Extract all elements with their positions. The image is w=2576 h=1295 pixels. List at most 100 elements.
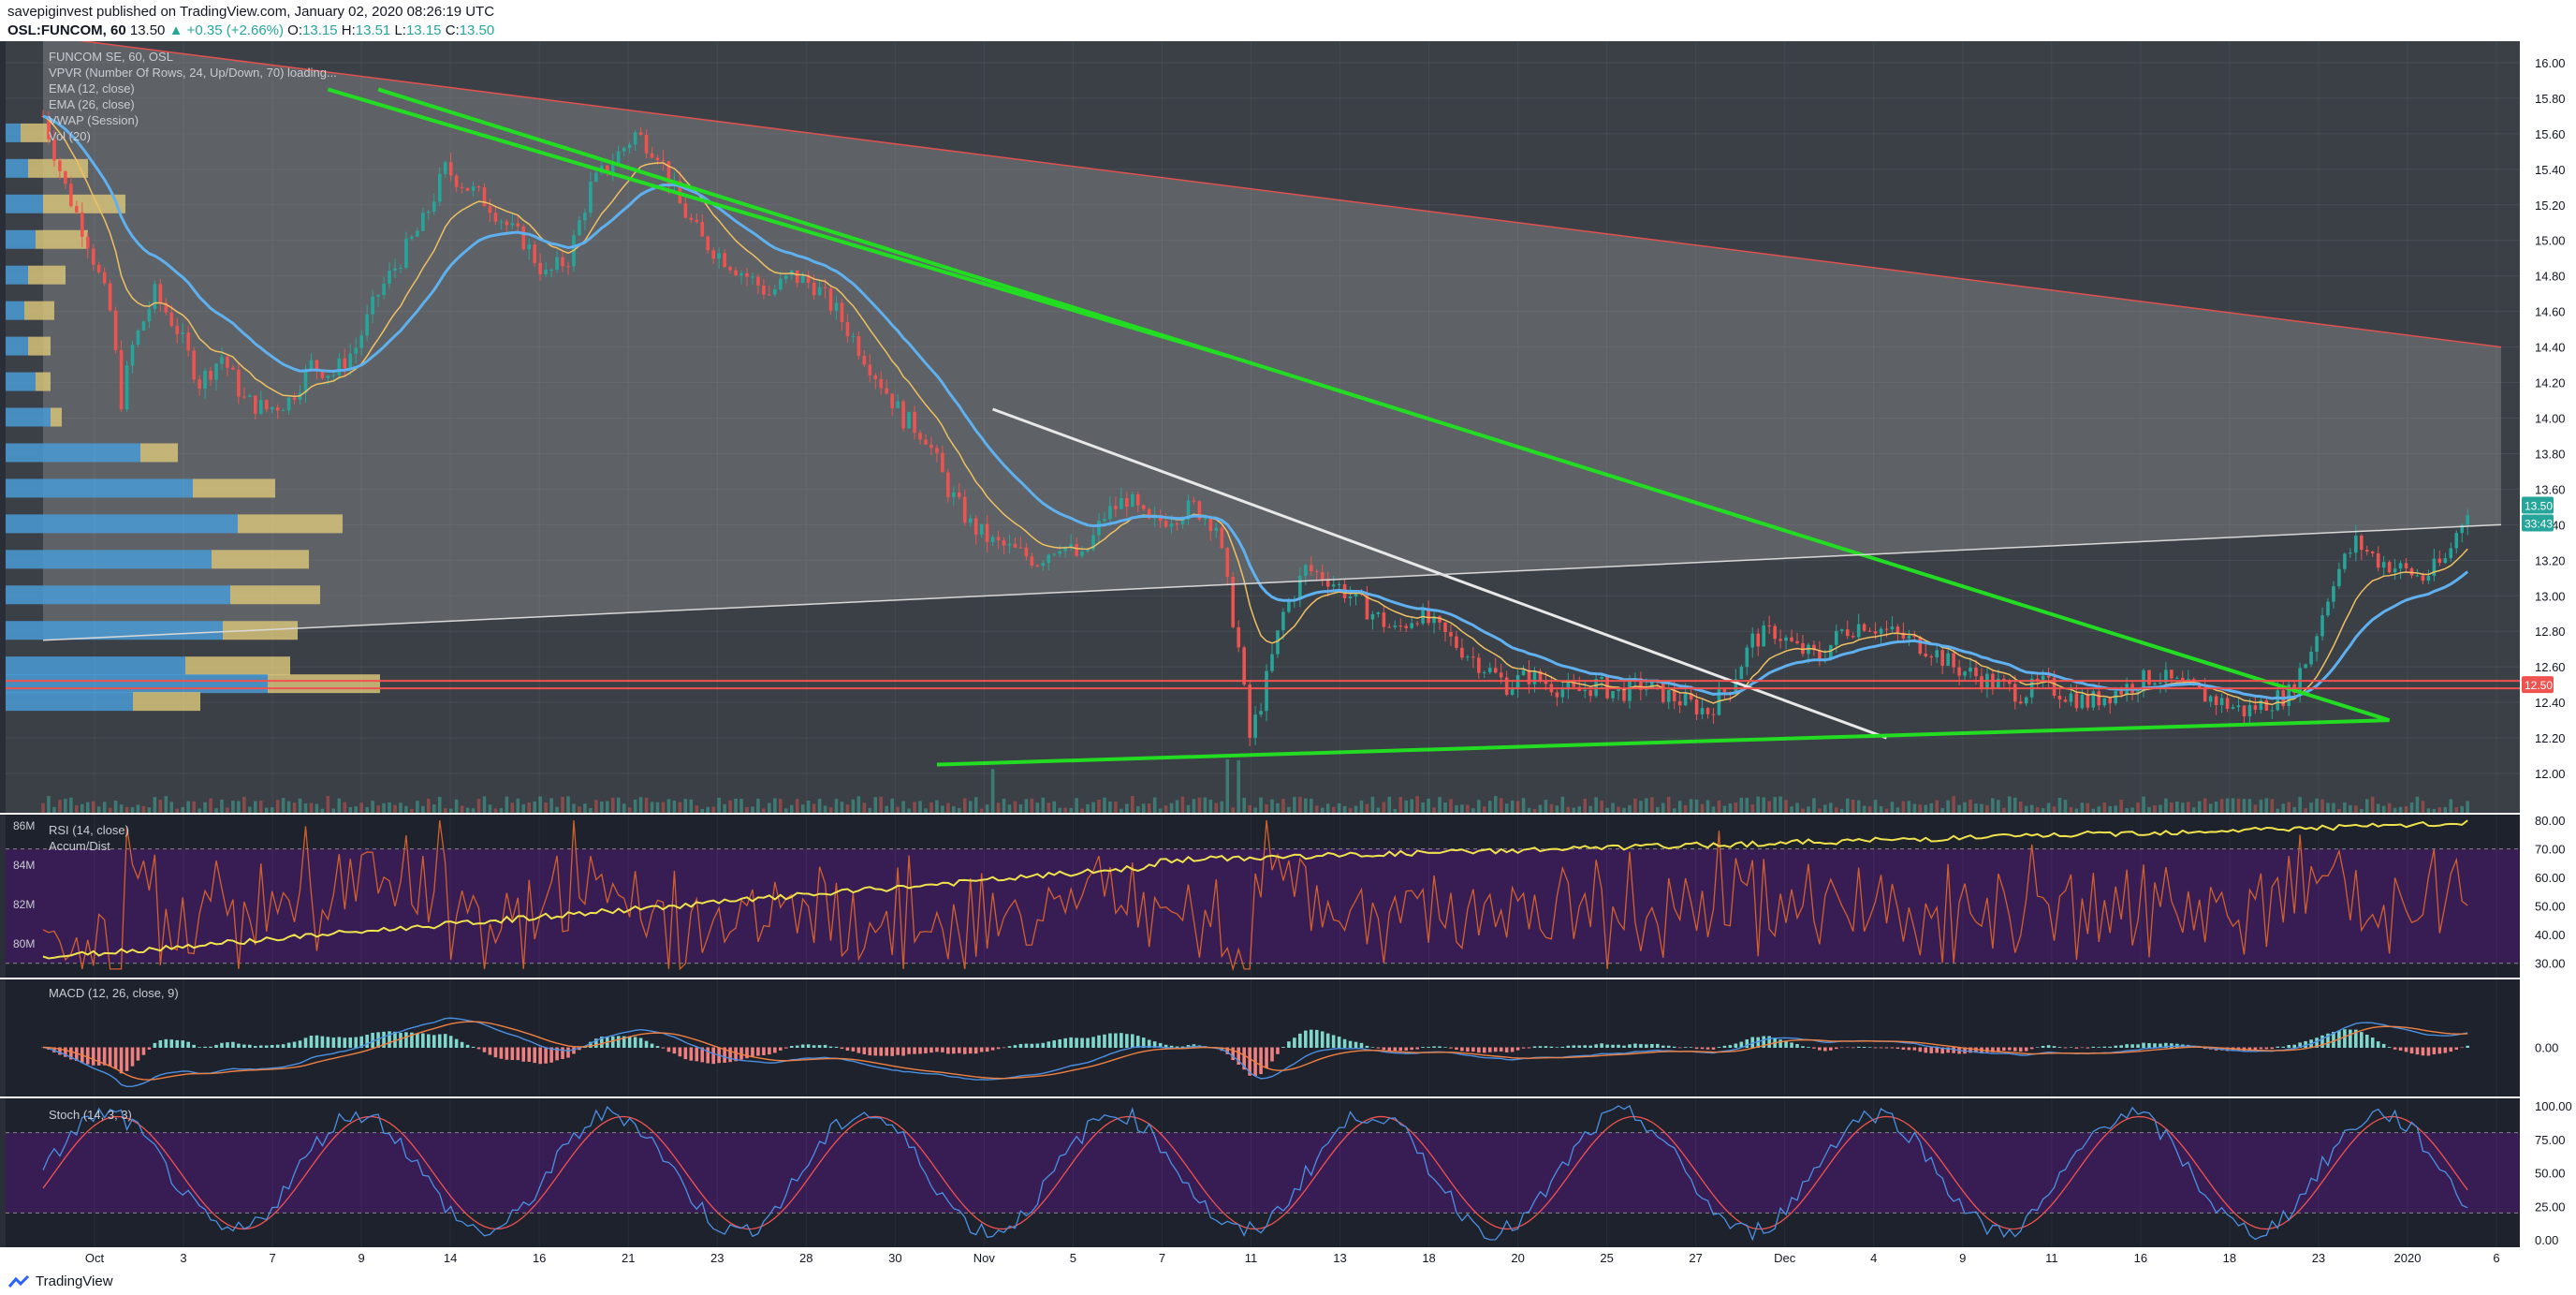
macd-hist-bar bbox=[1639, 1044, 1643, 1048]
candle-body bbox=[1795, 640, 1799, 643]
macd-hist-bar bbox=[1532, 1046, 1537, 1048]
volume-bar bbox=[907, 808, 911, 813]
candle-body bbox=[1689, 693, 1693, 699]
candle-body bbox=[315, 360, 319, 371]
volume-bar bbox=[1058, 807, 1061, 813]
macd-hist-bar bbox=[1325, 1033, 1330, 1048]
candle-body bbox=[158, 284, 163, 303]
legend-ema26[interactable]: EMA (26, close) bbox=[49, 97, 135, 111]
volume-bar bbox=[493, 808, 498, 813]
volume-bar bbox=[2024, 805, 2028, 813]
macd-hist-bar bbox=[2409, 1047, 2414, 1054]
candle-body bbox=[382, 283, 386, 296]
candle-body bbox=[124, 365, 129, 410]
macd-hist-bar bbox=[337, 1037, 342, 1048]
legend-rsi[interactable]: RSI (14, close) bbox=[49, 823, 129, 837]
tradingview-brand[interactable]: TradingView bbox=[7, 1273, 113, 1289]
time-tick-label: 6 bbox=[2493, 1251, 2499, 1265]
candle-body bbox=[220, 357, 224, 364]
volume-bar bbox=[2069, 806, 2073, 813]
price-axis-bg bbox=[2520, 41, 2576, 1269]
volume-bar bbox=[147, 807, 152, 813]
macd-hist-bar bbox=[1622, 1045, 1626, 1048]
volume-bar bbox=[270, 807, 274, 813]
volume-bar bbox=[901, 801, 905, 813]
candle-body bbox=[2164, 670, 2168, 684]
macd-hist-bar bbox=[1398, 1047, 1403, 1052]
macd-hist-bar bbox=[901, 1047, 905, 1056]
volume-bar bbox=[482, 796, 487, 813]
volume-bar bbox=[2164, 798, 2168, 813]
chart-canvas[interactable]: 16.00 15.80 15.60 15.40 15.20 15.00 14.80 14.60… bbox=[0, 41, 2576, 1269]
candle-body bbox=[1018, 547, 1023, 549]
volume-bar bbox=[856, 796, 861, 813]
candle-body bbox=[638, 132, 643, 135]
volume-bar bbox=[1443, 802, 1447, 813]
candle-body bbox=[1443, 622, 1447, 633]
volume-bar bbox=[734, 798, 738, 813]
volume-bar bbox=[1483, 806, 1486, 813]
candle-body bbox=[2214, 696, 2218, 706]
legend-vpvr[interactable]: VPVR (Number Of Rows, 24, Up/Down, 70) l… bbox=[49, 66, 337, 80]
candle-body bbox=[2343, 553, 2347, 569]
price-tick-label: 14.40 bbox=[2535, 341, 2566, 355]
macd-hist-bar bbox=[1415, 1047, 1419, 1050]
macd-hist-bar bbox=[1689, 1047, 1693, 1048]
rsi-tick-label: 80.00 bbox=[2535, 814, 2566, 828]
macd-hist-bar bbox=[141, 1047, 146, 1055]
open-label: O: bbox=[287, 22, 303, 38]
volume-bar bbox=[521, 803, 526, 813]
volume-bar bbox=[1175, 800, 1179, 813]
macd-hist-bar bbox=[1493, 1047, 1498, 1052]
main-legend: FUNCOM SE, 60, OSL VPVR (Number Of Rows,… bbox=[49, 49, 337, 144]
legend-stoch[interactable]: Stoch (14, 3, 3) bbox=[49, 1108, 132, 1122]
legend-vwap[interactable]: VWAP (Session) bbox=[49, 113, 139, 127]
volume-bar bbox=[773, 798, 777, 813]
volume-bar bbox=[751, 806, 754, 813]
candle-body bbox=[561, 257, 564, 267]
candle-body bbox=[209, 371, 212, 380]
volume-bar bbox=[2315, 798, 2319, 813]
legend-symbol[interactable]: FUNCOM SE, 60, OSL bbox=[49, 50, 173, 64]
volume-bar bbox=[723, 803, 726, 813]
candle-body bbox=[717, 253, 721, 259]
legend-ema12[interactable]: EMA (12, close) bbox=[49, 81, 135, 96]
volume-bar bbox=[2153, 804, 2157, 813]
legend-vol[interactable]: Vol (20) bbox=[49, 129, 91, 143]
candle-body bbox=[1192, 500, 1196, 502]
volume-bar bbox=[164, 796, 168, 813]
candle-body bbox=[589, 182, 593, 213]
macd-hist-bar bbox=[147, 1047, 152, 1050]
candle-body bbox=[1483, 671, 1486, 673]
macd-hist-bar bbox=[1521, 1047, 1526, 1049]
candle-body bbox=[1002, 540, 1006, 546]
candle-body bbox=[505, 221, 509, 226]
volume-bar bbox=[946, 802, 950, 813]
candle-body bbox=[1024, 547, 1029, 557]
volume-bar bbox=[840, 802, 844, 813]
legend-macd[interactable]: MACD (12, 26, close, 9) bbox=[49, 986, 179, 1000]
macd-hist-bar bbox=[85, 1047, 90, 1065]
macd-hist-bar bbox=[1617, 1044, 1620, 1048]
macd-hist-bar bbox=[1527, 1047, 1531, 1049]
macd-hist-bar bbox=[672, 1047, 677, 1054]
macd-hist-bar bbox=[2387, 1047, 2392, 1048]
macd-hist-bar bbox=[1544, 1046, 1548, 1048]
macd-hist-bar bbox=[1018, 1043, 1023, 1048]
candle-body bbox=[226, 357, 229, 368]
volume-profile-down-bar bbox=[230, 585, 320, 605]
stoch-band bbox=[6, 1132, 2520, 1214]
volume-bar bbox=[1515, 801, 1520, 813]
macd-hist-bar bbox=[298, 1040, 302, 1048]
candle-body bbox=[2337, 568, 2341, 587]
volume-bar bbox=[985, 804, 989, 813]
candle-body bbox=[1471, 656, 1475, 658]
macd-hist-bar bbox=[2343, 1029, 2347, 1048]
legend-accdist[interactable]: Accum/Dist bbox=[49, 839, 110, 853]
candle-body bbox=[1086, 549, 1090, 552]
macd-hist-bar bbox=[1370, 1047, 1375, 1048]
volume-bar bbox=[354, 806, 359, 813]
macd-hist-bar bbox=[203, 1046, 207, 1048]
volume-bar bbox=[2320, 799, 2324, 813]
macd-hist-bar bbox=[1650, 1044, 1654, 1048]
